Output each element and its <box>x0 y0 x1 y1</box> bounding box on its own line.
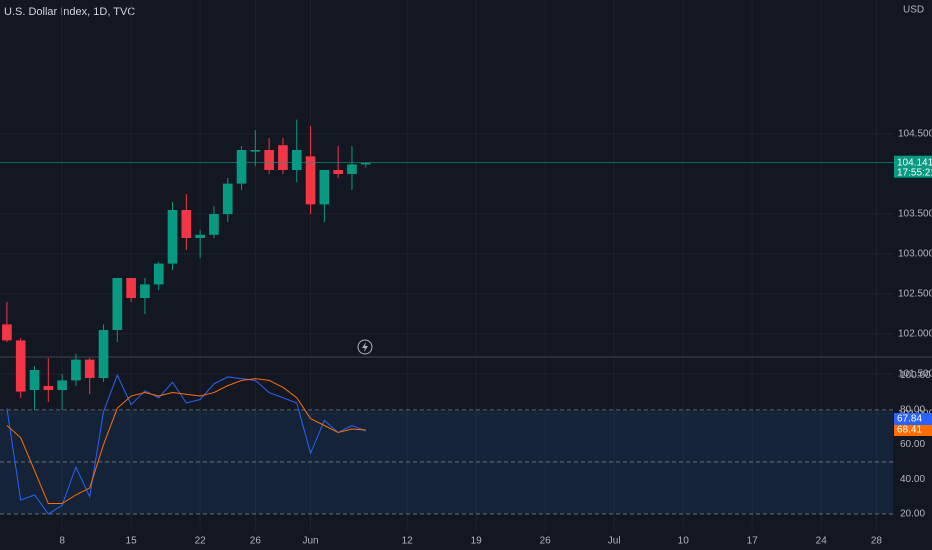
candle-body <box>153 263 164 285</box>
y-tick-label: 40.00 <box>900 474 925 485</box>
candle-body <box>209 214 219 235</box>
candle-body <box>140 284 150 298</box>
candle-body <box>84 359 95 378</box>
y-tick-label: 60.00 <box>900 439 925 450</box>
candle-body <box>347 164 357 174</box>
candle-body <box>29 370 40 390</box>
candle-body <box>57 380 67 390</box>
x-tick-label: 24 <box>816 536 828 547</box>
current-price-label: 104.141 <box>897 157 932 168</box>
y-tick-label: 104.500 <box>898 129 932 140</box>
candle-body <box>71 359 81 381</box>
candle-body <box>333 170 343 174</box>
x-tick-label: 28 <box>871 536 883 547</box>
x-tick-label: 17 <box>747 536 759 547</box>
candle-body <box>222 183 233 214</box>
x-tick-label: 22 <box>195 536 207 547</box>
y-tick-label: 20.00 <box>900 509 925 520</box>
candle-body <box>250 150 261 152</box>
y-tick-label: 101.500 <box>898 369 932 380</box>
candle-body <box>195 234 205 238</box>
candle-body <box>236 150 247 184</box>
candle-body <box>98 330 109 378</box>
candle-body <box>2 324 12 341</box>
candle-body <box>181 210 192 238</box>
candle-body <box>112 278 123 330</box>
x-tick-label: 10 <box>678 536 690 547</box>
x-tick-label: 15 <box>126 536 138 547</box>
candle-body <box>264 150 274 170</box>
stoch-line <box>6 373 366 515</box>
y-tick-label: 80.00 <box>900 405 925 416</box>
x-tick-label: 8 <box>59 536 65 547</box>
candle-body <box>305 156 316 205</box>
x-tick-label: Jul <box>608 536 621 547</box>
candle-body <box>319 170 330 205</box>
last-value-box <box>894 424 932 436</box>
y-tick-label: 102.500 <box>898 289 932 300</box>
x-tick-label: 26 <box>540 536 552 547</box>
x-tick-label: 19 <box>471 536 483 547</box>
countdown-label: 17:55:21 <box>897 167 932 178</box>
y-tick-label: 103.500 <box>898 209 932 220</box>
last-value-label: 67.84 <box>897 414 922 425</box>
candle-body <box>360 162 371 165</box>
stoch-line <box>6 378 366 505</box>
x-tick-label: 12 <box>402 536 414 547</box>
candle-body <box>291 150 302 170</box>
last-value-box <box>894 413 932 425</box>
candle-body <box>167 210 178 264</box>
currency-label: USD <box>903 5 924 16</box>
candle-body <box>15 340 26 392</box>
y-tick-label: 102.000 <box>898 329 932 340</box>
replay-icon[interactable] <box>357 339 373 355</box>
candle-body <box>126 278 136 298</box>
candle-body <box>278 145 288 170</box>
chart-title: U.S. Dollar Index, 1D, TVC <box>4 6 135 18</box>
last-value-label: 68.41 <box>897 425 922 436</box>
price-label-box <box>894 155 932 178</box>
y-tick-label: 103.000 <box>898 249 932 260</box>
x-tick-label: 26 <box>250 536 262 547</box>
x-tick-label: Jun <box>302 536 318 547</box>
candle-body <box>43 386 54 390</box>
y-tick-label: 100.00 <box>900 370 931 381</box>
